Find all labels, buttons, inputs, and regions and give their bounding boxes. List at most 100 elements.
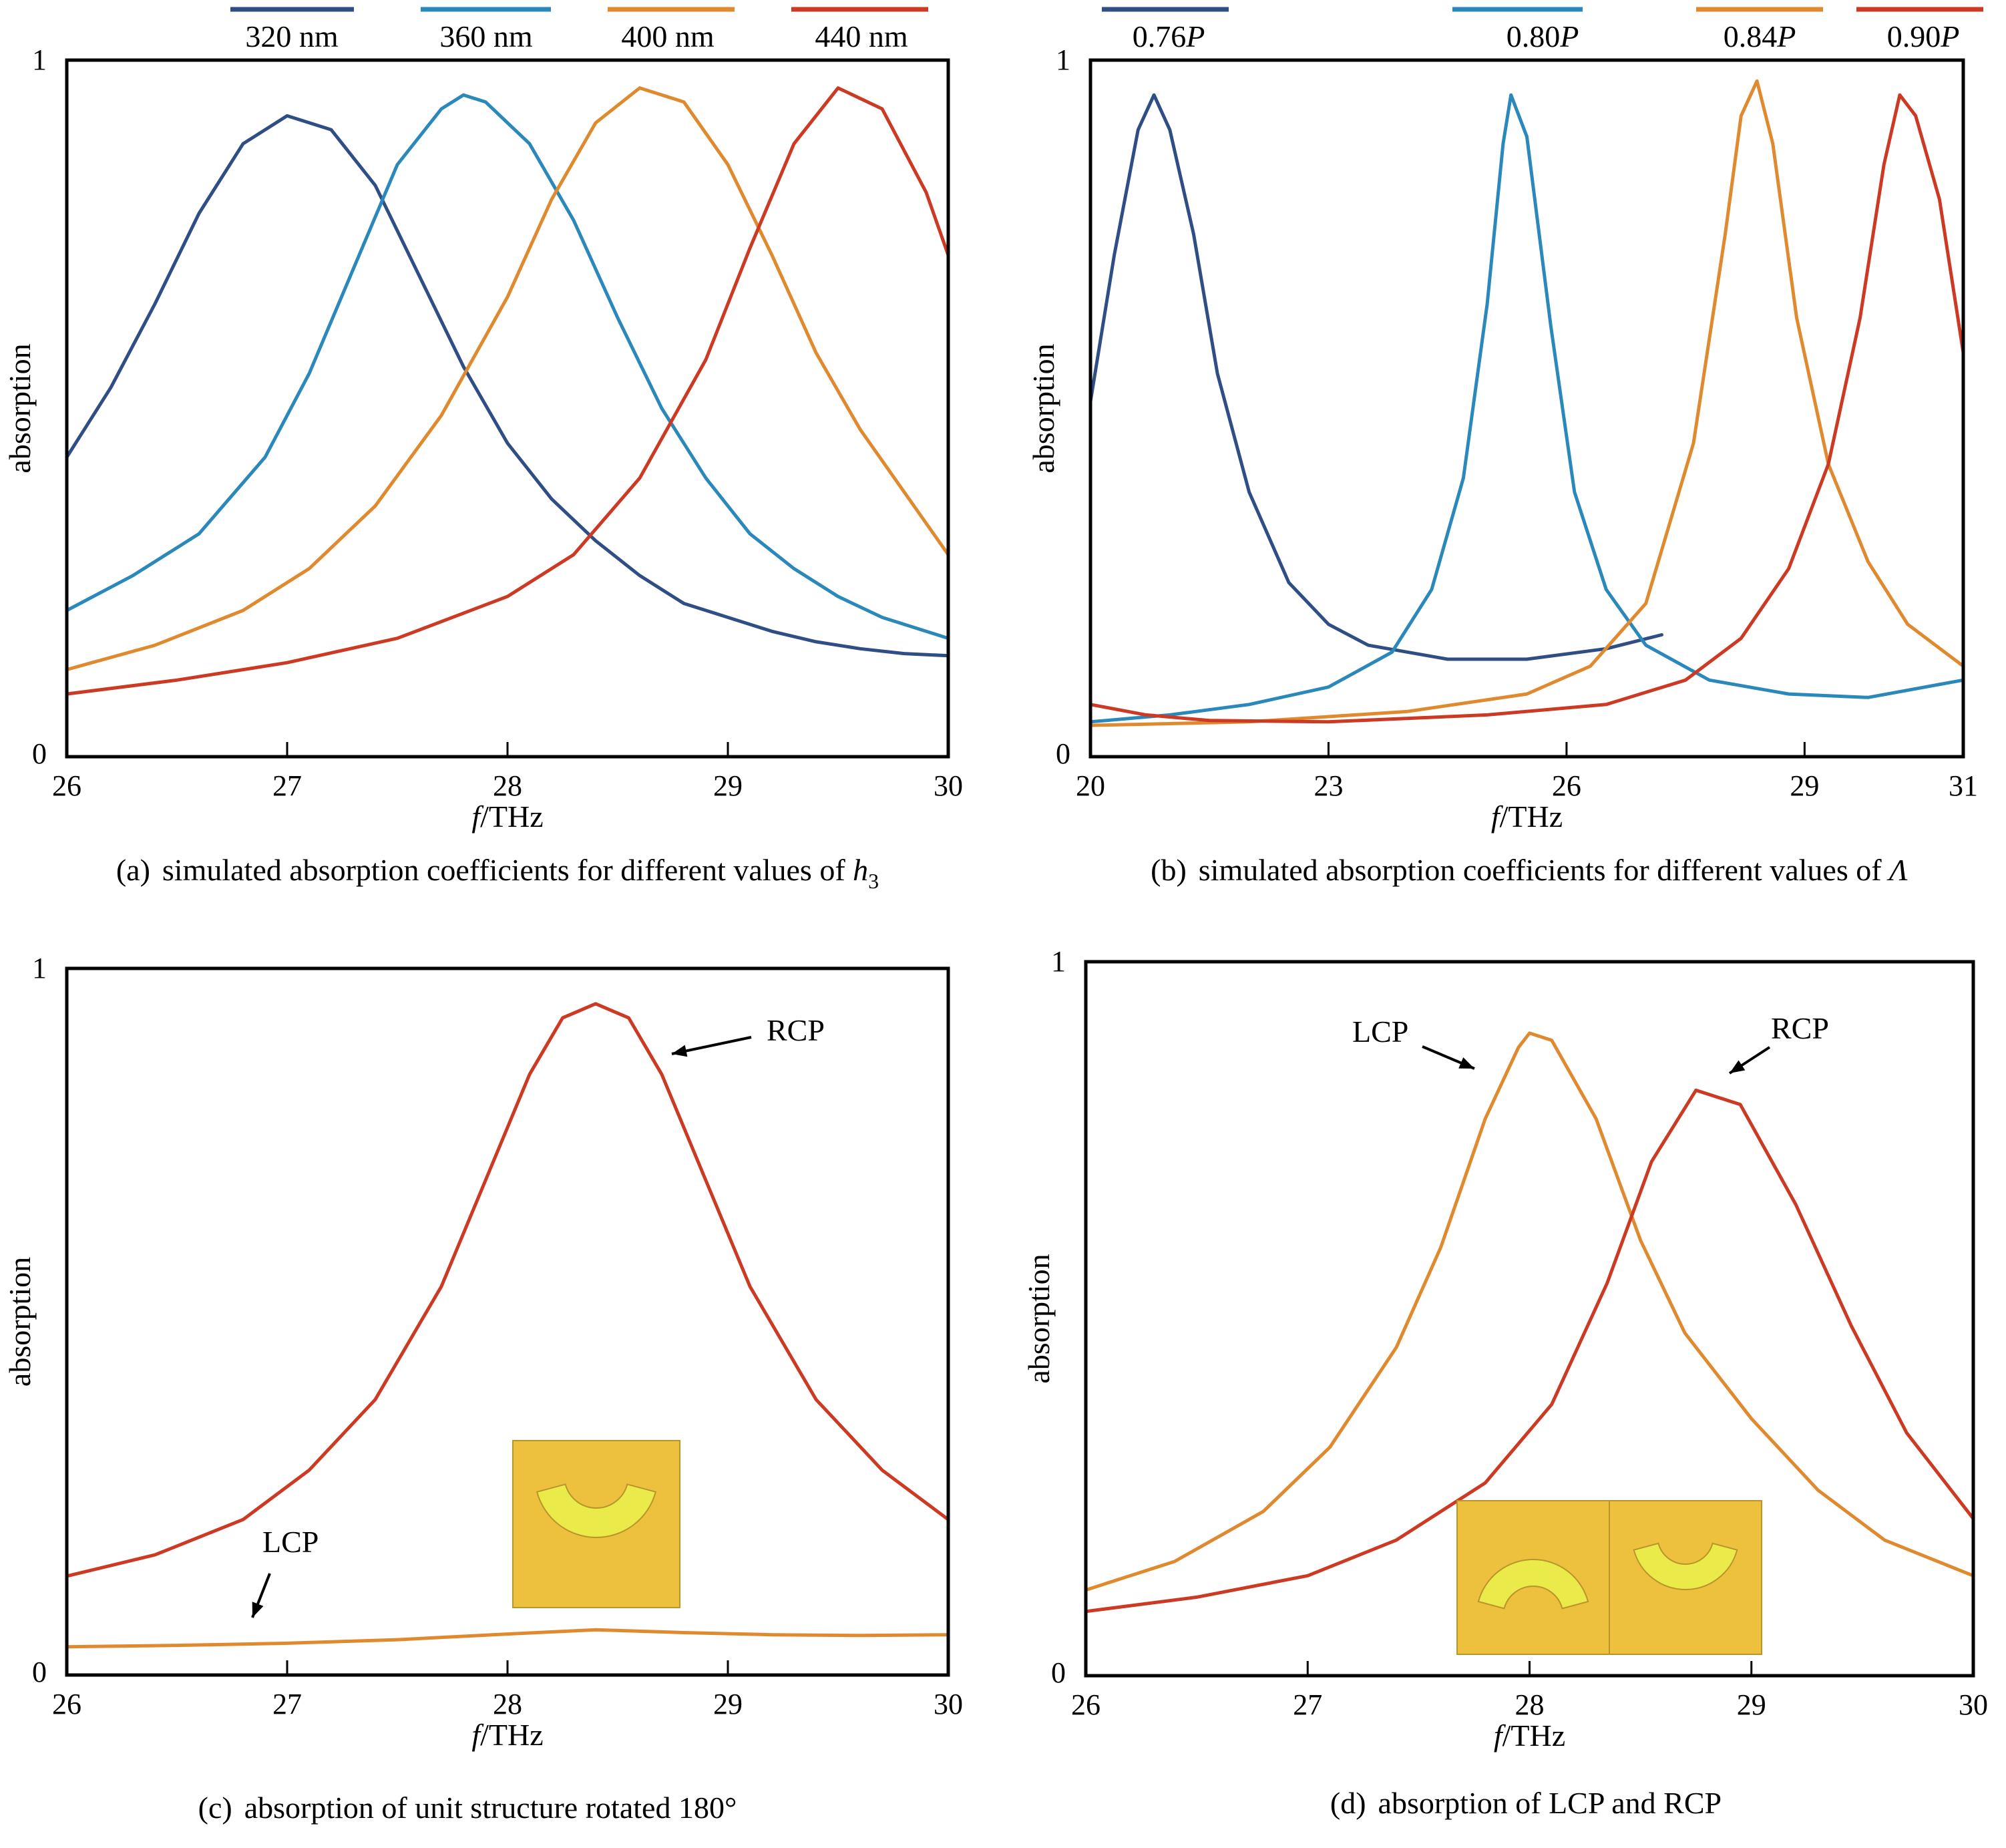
caption-text: simulated absorption coefficients for di… [162, 853, 853, 887]
legend-label-number: 0.76 [1133, 19, 1187, 53]
y-tick-label: 1 [32, 43, 47, 76]
y-axis-title: absorption [3, 343, 37, 473]
x-tick-label: 28 [493, 1688, 522, 1720]
y-tick-label: 1 [1051, 945, 1066, 978]
legend-label: 0.80P [1507, 19, 1579, 53]
x-axis-title: f/THz [471, 799, 543, 834]
panel-c: 26 27 28 29 30 0 1 f/THz absorption (c) absorption… [3, 952, 963, 1825]
caption: (a) simulated absorption coefficients for… [116, 853, 879, 893]
legend-label-var: P [1559, 19, 1579, 53]
series-line [1084, 1031, 1975, 1592]
series-line [65, 1628, 950, 1649]
arrow-head [672, 1045, 688, 1057]
inset-split-ring-up [1477, 1559, 1589, 1610]
legend-label: 0.76P [1133, 19, 1205, 53]
x-tick-label: 30 [1959, 1688, 1988, 1721]
series-line [1088, 93, 1663, 661]
caption: (d) absorption of LCP and RCP [1330, 1786, 1722, 1820]
x-axis-title: f/THz [471, 1718, 543, 1752]
x-axis-title: f/THz [1494, 1718, 1565, 1752]
series-line [65, 114, 950, 658]
annotation-rcp: RCP [1771, 1011, 1829, 1045]
annotation-rcp: RCP [767, 1013, 825, 1047]
legend-label-var: P [1776, 19, 1796, 53]
panel-a: 26 27 28 29 30 0 1 f/THz absorption (a) simulated … [3, 43, 963, 893]
caption-var: Λ [1886, 853, 1908, 887]
x-tick-label: 29 [713, 1688, 743, 1720]
legend-label-var: P [1185, 19, 1205, 53]
legend-label-var: P [1940, 19, 1959, 53]
series-line [1088, 93, 1965, 724]
y-tick-label: 1 [32, 952, 47, 984]
caption-label: (c) [198, 1791, 232, 1825]
y-axis-title: absorption [1022, 1254, 1056, 1383]
y-axis-title: absorption [1026, 343, 1060, 473]
annotations-d: LCP RCP [1352, 1011, 1829, 1075]
legend-b: 0.76P 0.80P 0.84P 0.90P [1102, 7, 1983, 53]
caption-text: absorption of unit structure rotated 180… [244, 1791, 737, 1825]
x-tick-label: 30 [934, 1688, 963, 1720]
caption-label: (d) [1330, 1786, 1366, 1820]
caption-label: (a) [116, 853, 150, 887]
panel-b: 20 23 26 29 31 0 1 f/THz absorption (b) simulated … [1026, 43, 1978, 887]
inset-split-ring-down [1633, 1542, 1738, 1590]
x-axis-title-unit: /THz [1500, 799, 1563, 834]
legend-label: 400 nm [621, 19, 715, 53]
arrow-head [252, 1602, 264, 1618]
legend-label: 360 nm [439, 19, 533, 53]
series-line [65, 86, 950, 672]
x-tick-label: 30 [934, 769, 963, 802]
y-tick-label: 1 [1056, 43, 1070, 76]
series-line [65, 93, 950, 640]
x-axis-title-unit: /THz [480, 799, 544, 834]
y-axis-title: absorption [3, 1257, 37, 1387]
legend-label: 320 nm [245, 19, 339, 53]
x-tick-label: 23 [1314, 769, 1343, 802]
y-tick-label: 0 [32, 1656, 47, 1688]
series-line [1088, 79, 1965, 727]
x-tick-label: 27 [1293, 1688, 1322, 1721]
x-axis-title-unit: /THz [1502, 1718, 1566, 1752]
caption-text: absorption of LCP and RCP [1378, 1786, 1722, 1820]
series-line [1084, 1088, 1975, 1614]
caption-text: simulated absorption coefficients for di… [1199, 853, 1889, 887]
x-axis-title-unit: /THz [480, 1718, 544, 1752]
legend-label-number: 0.90 [1887, 19, 1941, 53]
x-tick-label: 27 [272, 1688, 302, 1720]
annotation-lcp: LCP [262, 1525, 319, 1559]
x-tick-label: 26 [1552, 769, 1581, 802]
y-tick-label: 0 [1056, 737, 1070, 770]
x-tick-label: 31 [1949, 769, 1978, 802]
x-tick-label: 29 [713, 769, 743, 802]
y-tick-label: 0 [1051, 1656, 1066, 1689]
x-tick-label: 29 [1737, 1688, 1766, 1721]
x-tick-label: 26 [1071, 1688, 1100, 1721]
axis-frame [1088, 58, 1965, 759]
legend-label: 0.90P [1887, 19, 1960, 53]
axis-frame [65, 58, 950, 759]
arrow-head [1458, 1057, 1474, 1069]
annotations-c: RCP LCP [251, 1013, 825, 1618]
series-line [65, 1002, 950, 1578]
x-tick-label: 27 [272, 769, 302, 802]
x-tick-label: 28 [1515, 1688, 1545, 1721]
caption: (b) simulated absorption coefficients for… [1151, 853, 1908, 887]
inset-unit-cell-c [512, 1440, 680, 1608]
series-line [65, 86, 950, 696]
legend-label-number: 0.84 [1724, 19, 1778, 53]
series-line [1088, 93, 1965, 724]
panel-d: 26 27 28 29 30 0 1 f/THz absorption (d) absorption… [1022, 945, 1988, 1820]
legend-label: 0.84P [1724, 19, 1796, 53]
legend-label: 440 nm [815, 19, 908, 53]
legend-a: 320 nm 360 nm 400 nm 440 nm [230, 7, 928, 53]
y-tick-label: 0 [32, 737, 47, 770]
inset-split-ring [536, 1483, 657, 1538]
caption-subscript: 3 [868, 869, 879, 893]
x-tick-label: 26 [52, 769, 81, 802]
x-tick-label: 29 [1790, 769, 1819, 802]
arrow-head [1730, 1060, 1746, 1073]
x-tick-label: 20 [1076, 769, 1105, 802]
x-tick-label: 26 [52, 1688, 81, 1720]
annotation-lcp: LCP [1352, 1014, 1408, 1049]
